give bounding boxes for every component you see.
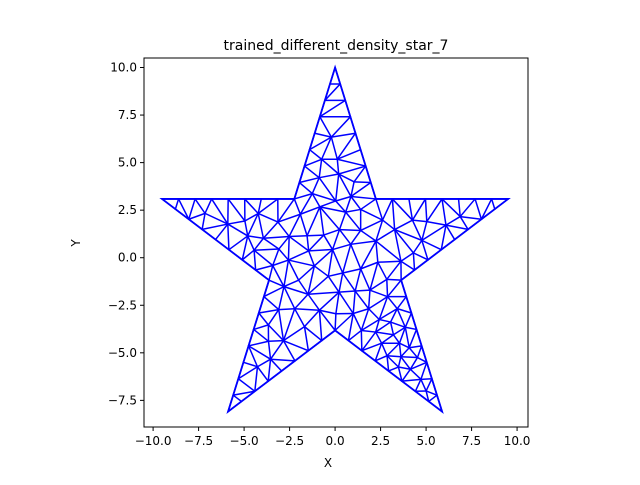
x-tick-label: 2.5 xyxy=(371,434,390,448)
y-tick-label: −7.5 xyxy=(108,393,137,407)
y-tick-label: −5.0 xyxy=(108,346,137,360)
mesh-edge xyxy=(387,279,401,280)
mesh-edge xyxy=(307,235,324,236)
y-tick-label: −2.5 xyxy=(108,298,137,312)
y-tick-label: 2.5 xyxy=(118,203,137,217)
x-tick-label: 10.0 xyxy=(504,434,531,448)
y-tick-label: 5.0 xyxy=(118,156,137,170)
y-tick-label: 10.0 xyxy=(110,61,137,75)
x-tick-label: 0.0 xyxy=(326,434,345,448)
mesh-edge xyxy=(361,330,362,350)
x-tick-label: −10.0 xyxy=(135,434,172,448)
mesh-edge xyxy=(269,341,284,342)
x-tick-label: −5.0 xyxy=(230,434,259,448)
x-axis-label: X xyxy=(324,456,332,470)
mesh-edge xyxy=(401,357,418,358)
mesh-edge xyxy=(387,279,388,296)
mesh-edge xyxy=(387,356,401,357)
mesh-edge xyxy=(279,309,295,310)
chart-title: trained_different_density_star_7 xyxy=(224,38,449,54)
x-tick-label: −2.5 xyxy=(275,434,304,448)
mesh-edge xyxy=(378,261,401,262)
mesh-edge xyxy=(288,236,289,260)
y-axis-label: Y xyxy=(69,239,83,248)
mesh-edge xyxy=(335,314,336,331)
plot-area xyxy=(144,58,528,427)
mesh-edge xyxy=(355,290,370,291)
mesh-edge xyxy=(354,182,371,183)
mesh-edge xyxy=(339,230,360,231)
x-tick-label: 5.0 xyxy=(417,434,436,448)
y-tick-label: 0.0 xyxy=(118,251,137,265)
mesh-edge xyxy=(289,236,307,237)
mesh-edge xyxy=(421,379,432,380)
x-tick-label: −7.5 xyxy=(184,434,213,448)
x-tick-label: 7.5 xyxy=(462,434,481,448)
y-tick-label: 7.5 xyxy=(118,108,137,122)
